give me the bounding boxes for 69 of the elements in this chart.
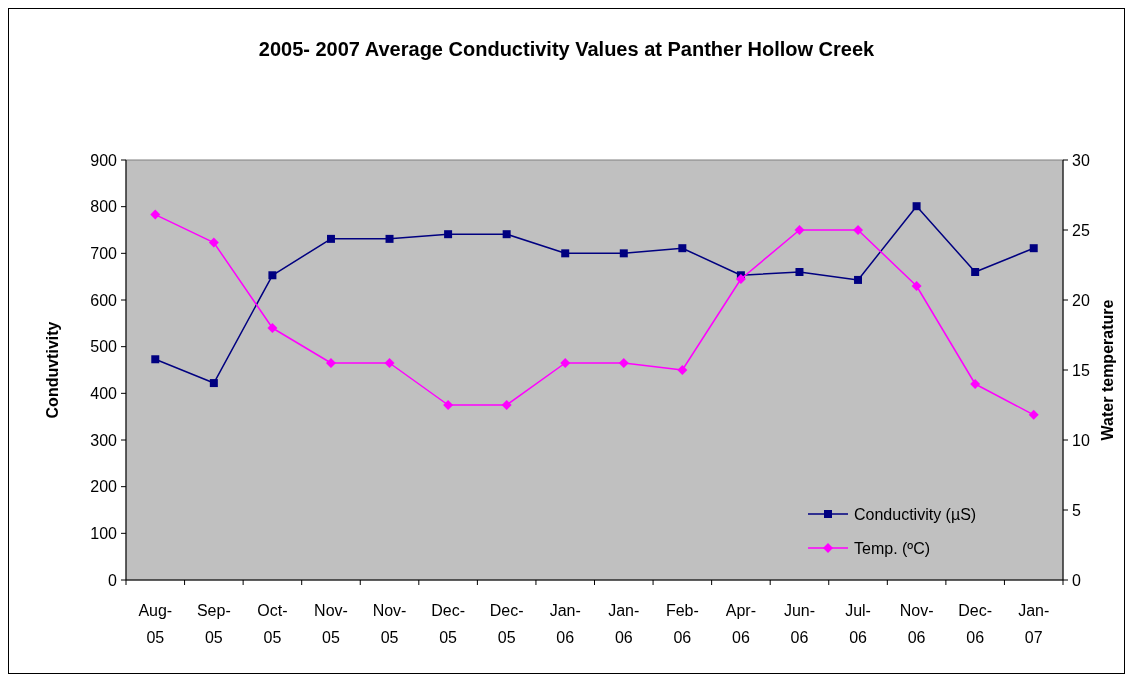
point (1029, 244, 1038, 253)
y-tick-label: 100 (90, 524, 118, 542)
y-tick-label: 300 (90, 431, 118, 449)
point (1028, 409, 1039, 420)
point (268, 271, 277, 280)
x-tick-label: Nov-05 (314, 602, 348, 646)
x-tick-label: Dec-05 (431, 602, 465, 646)
point (677, 365, 688, 375)
y-tick-label: 600 (90, 291, 118, 309)
x-tick-label: Sep-05 (196, 602, 231, 646)
x-tick-label: Nov-06 (899, 602, 934, 646)
y-tick-label: 200 (90, 478, 118, 496)
y2-tick-label: 15 (1072, 361, 1090, 379)
y-tick-label: 0 (108, 571, 118, 589)
point (502, 230, 511, 239)
y2-axis-title: Water temperature (1099, 299, 1116, 441)
x-tick-label: Dec-05 (489, 602, 524, 646)
point (561, 249, 570, 258)
y2-tick-label: 30 (1072, 151, 1090, 169)
point (618, 358, 629, 368)
y2-tick-label: 10 (1072, 431, 1090, 449)
point (325, 358, 336, 368)
x-tick-label: Jan-06 (608, 602, 640, 646)
point (678, 244, 687, 253)
point (794, 225, 805, 235)
point (385, 234, 394, 243)
point (444, 230, 453, 239)
point (151, 355, 160, 364)
point (795, 268, 804, 276)
point (443, 400, 454, 410)
y2-tick-label: 0 (1072, 571, 1081, 589)
x-tick-label: Aug-05 (138, 602, 173, 646)
x-tick-label: Jan-06 (549, 602, 581, 646)
point (971, 268, 980, 276)
x-tick-label: Oct-05 (257, 602, 288, 646)
point (735, 274, 746, 284)
y2-tick-label: 20 (1072, 291, 1090, 309)
point (854, 275, 863, 284)
legend-label: Conductivity (µS) (854, 505, 977, 523)
point (970, 379, 981, 389)
legend-label: Temp. (ºC) (854, 539, 931, 557)
point (326, 234, 335, 243)
point (384, 358, 395, 368)
point (912, 202, 921, 211)
x-tick-label: Nov-05 (372, 602, 407, 646)
y-tick-label: 900 (90, 151, 118, 169)
point (150, 209, 161, 220)
x-tick-label: Jul-06 (845, 602, 871, 646)
y-tick-label: 400 (90, 384, 118, 402)
point (208, 237, 219, 248)
chart-title: 2005- 2007 Average Conductivity Values at Panther Hollow Creek (258, 38, 876, 60)
point (911, 281, 922, 291)
point (267, 323, 278, 333)
y-axis-title: Conduvtivity (44, 321, 61, 419)
x-tick-label: Apr-06 (725, 602, 757, 646)
point (560, 358, 571, 368)
x-tick-label: Feb-06 (665, 602, 699, 646)
x-tick-label: Dec-06 (958, 602, 993, 646)
y2-tick-label: 25 (1072, 221, 1090, 239)
point (501, 400, 512, 410)
x-tick-label: Jan-07 (1018, 602, 1050, 646)
y-tick-label: 700 (90, 244, 118, 262)
point (853, 225, 864, 235)
point (209, 379, 218, 388)
x-tick-label: Jun-06 (783, 602, 816, 646)
y2-tick-label: 5 (1072, 501, 1081, 519)
y-tick-label: 800 (90, 198, 118, 216)
point (619, 249, 628, 258)
y-tick-label: 500 (90, 338, 118, 356)
